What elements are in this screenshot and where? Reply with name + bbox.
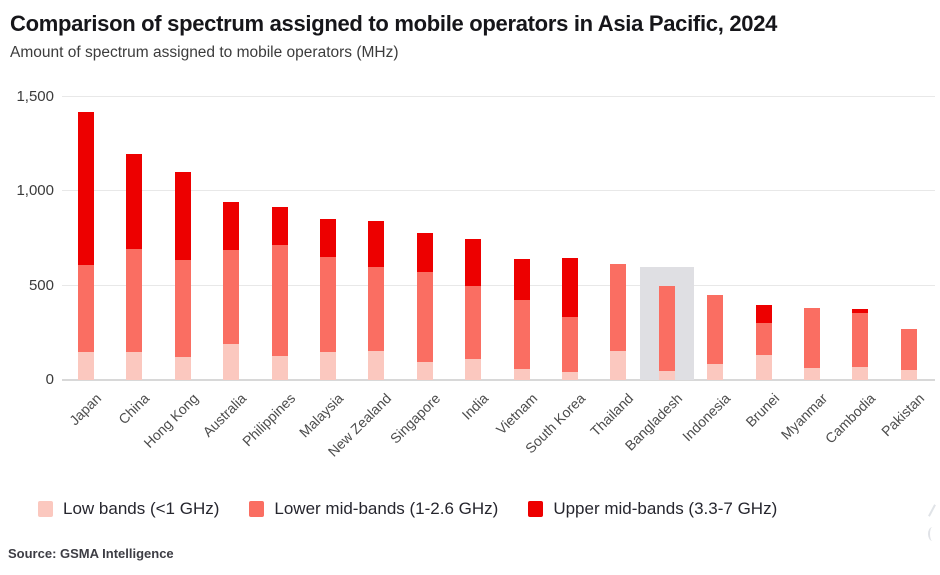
bar-segment bbox=[610, 350, 627, 380]
x-tick-label: India bbox=[458, 390, 492, 423]
bar-segment bbox=[271, 245, 288, 357]
x-tick-label: Japan bbox=[66, 390, 105, 429]
x-tick-label: Pakistan bbox=[877, 390, 928, 440]
bar-segment bbox=[513, 299, 530, 369]
x-tick-label: Singapore bbox=[386, 390, 444, 447]
x-axis: Japan China Hong Kong Australia Philippines M… bbox=[62, 382, 935, 487]
x-tick-label: China bbox=[115, 390, 153, 428]
bar-segment bbox=[804, 367, 820, 380]
bar-segment bbox=[804, 308, 820, 368]
chart-title: Comparison of spectrum assigned to mobil… bbox=[10, 11, 778, 36]
legend-swatch-icon bbox=[249, 501, 265, 517]
bar-segment bbox=[126, 351, 143, 380]
bar-segment bbox=[707, 363, 724, 380]
bar-segment bbox=[271, 207, 288, 246]
bar-segment bbox=[900, 369, 917, 380]
gridline bbox=[62, 96, 935, 97]
bar-segment bbox=[416, 232, 433, 273]
bar-segment bbox=[852, 366, 869, 380]
bar-segment bbox=[174, 172, 191, 261]
bar-segment bbox=[465, 285, 482, 360]
legend-label: Lower mid-bands (1-2.6 GHz) bbox=[274, 499, 499, 518]
bar-segment bbox=[513, 259, 530, 300]
cropped-logo-fragment-icon bbox=[928, 527, 937, 541]
bar-segment bbox=[416, 362, 433, 380]
legend-item: Upper mid-bands (3.3-7 GHz) bbox=[528, 499, 777, 519]
chart-subtitle: Amount of spectrum assigned to mobile op… bbox=[10, 44, 399, 61]
bar-segment bbox=[320, 257, 336, 352]
y-tick-label: 1,000 bbox=[16, 182, 54, 200]
bar-segment bbox=[320, 218, 336, 258]
source-credit: Source: GSMA Intelligence bbox=[8, 546, 174, 561]
gridline bbox=[62, 379, 935, 381]
bar-segment bbox=[610, 263, 627, 351]
x-tick-label: Brunei bbox=[741, 390, 782, 430]
x-tick-label: Australia bbox=[199, 390, 250, 440]
legend-label: Upper mid-bands (3.3-7 GHz) bbox=[553, 499, 778, 518]
y-tick-label: 1,500 bbox=[16, 88, 54, 105]
bar-segment bbox=[755, 304, 772, 324]
bar-segment bbox=[852, 313, 869, 367]
bar-segment bbox=[368, 266, 385, 351]
legend-item: Lower mid-bands (1-2.6 GHz) bbox=[249, 499, 498, 519]
legend-label: Low bands (<1 GHz) bbox=[63, 499, 220, 518]
y-tick-label: 500 bbox=[28, 276, 54, 294]
bar-segment bbox=[174, 357, 191, 380]
legend-item: Low bands (<1 GHz) bbox=[38, 499, 219, 519]
x-tick-label: Thailand bbox=[587, 390, 637, 440]
bar-segment bbox=[126, 248, 143, 352]
legend-swatch-icon bbox=[38, 501, 53, 517]
bar-segment bbox=[320, 351, 336, 380]
x-tick-label: Vietnam bbox=[492, 390, 540, 438]
gridline bbox=[62, 284, 935, 286]
bar-segment bbox=[223, 249, 240, 345]
gridline bbox=[62, 190, 935, 192]
bar-segment bbox=[658, 370, 675, 380]
bar-segment bbox=[78, 351, 94, 380]
bar-segment bbox=[852, 309, 869, 314]
bar-segment bbox=[271, 356, 288, 380]
bar-segment bbox=[658, 285, 675, 371]
bar-segment bbox=[78, 264, 94, 352]
bar-segment bbox=[368, 220, 385, 267]
x-tick-label: Cambodia bbox=[822, 390, 879, 447]
bar-segment bbox=[126, 153, 143, 249]
bar-segment bbox=[562, 258, 578, 317]
bar-segment bbox=[223, 344, 240, 380]
bar-segment bbox=[900, 329, 917, 370]
bar-segment bbox=[465, 238, 482, 286]
legend: Low bands (<1 GHz) Lower mid-bands (1-2.6… bbox=[38, 499, 777, 519]
bar-segment bbox=[465, 359, 482, 380]
bar-segment bbox=[78, 112, 94, 265]
bar-segment bbox=[707, 295, 724, 364]
bar-segment bbox=[513, 368, 530, 380]
y-axis: 0 500 1,000 1,500 bbox=[0, 88, 54, 388]
bar-segment bbox=[174, 260, 191, 358]
legend-swatch-icon bbox=[528, 501, 544, 517]
bar-segment bbox=[562, 371, 578, 380]
x-tick-label: Indonesia bbox=[679, 390, 734, 445]
plot-area bbox=[62, 96, 935, 381]
y-tick-label: 0 bbox=[45, 371, 54, 388]
bar-segment bbox=[416, 272, 433, 363]
bar-segment bbox=[368, 350, 385, 380]
bar-segment bbox=[755, 323, 772, 355]
cropped-logo-fragment-icon bbox=[928, 504, 936, 517]
bar-segment bbox=[223, 201, 240, 250]
bar-segment bbox=[755, 354, 772, 380]
bar-segment bbox=[562, 316, 578, 372]
